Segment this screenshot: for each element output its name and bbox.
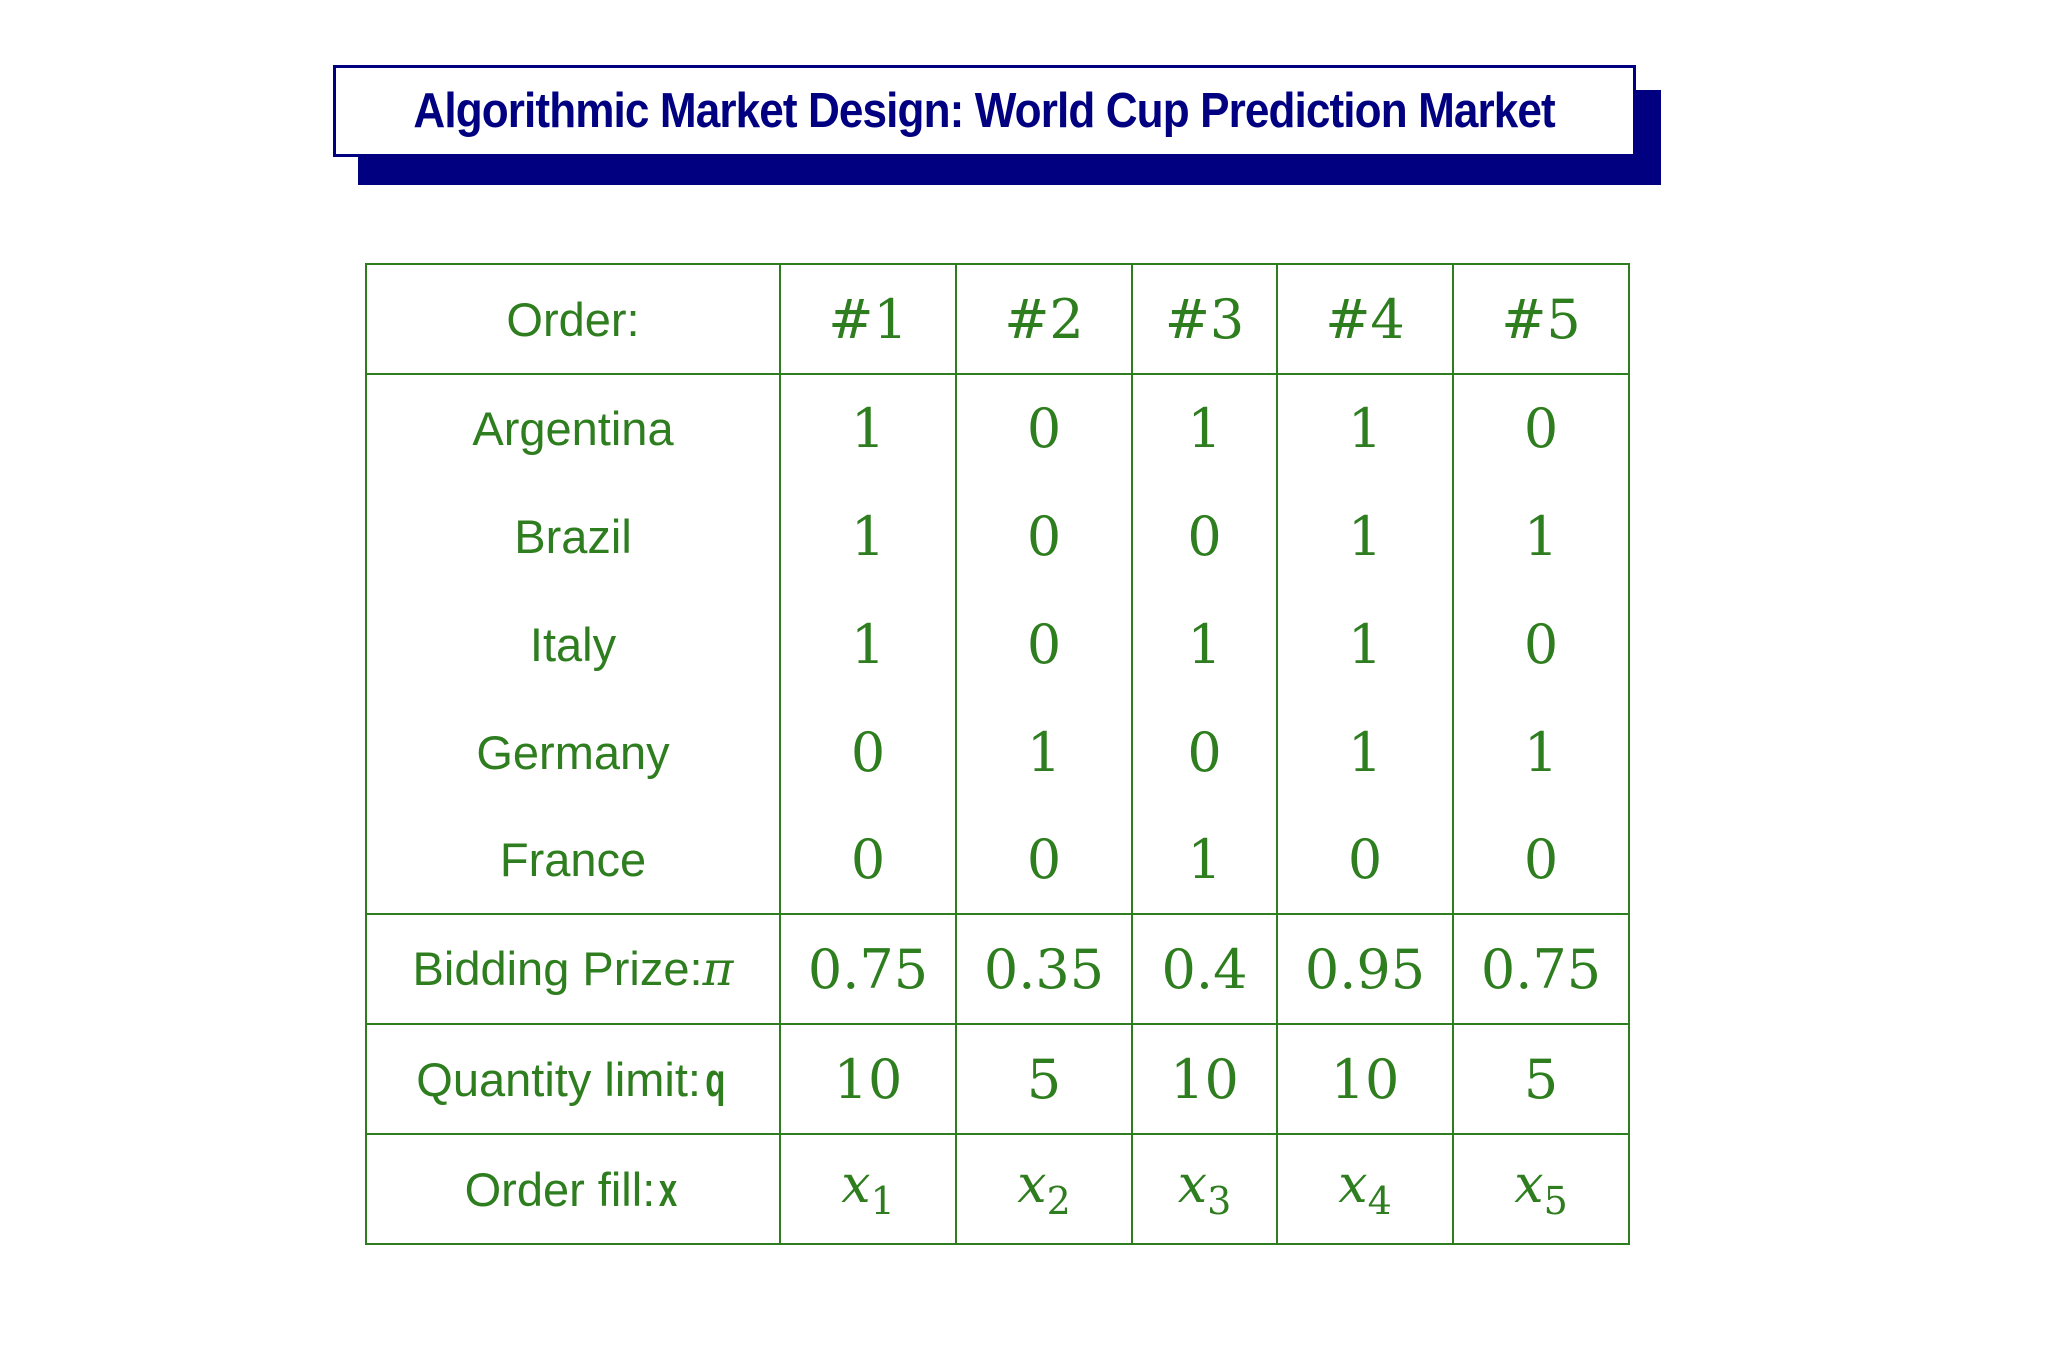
table-cell: 0 xyxy=(955,806,1133,915)
table-cell: 0.75 xyxy=(779,914,957,1025)
order-header-3: #3 xyxy=(1131,263,1278,375)
table-cell: 1 xyxy=(779,482,957,590)
order-header-5: #5 xyxy=(1452,263,1630,375)
table-row-bidding-prize: Bidding Prize:π 0.75 0.35 0.4 0.95 0.75 xyxy=(365,914,1630,1025)
table-cell: 0 xyxy=(955,374,1133,482)
order-fill-label: Order fill:x xyxy=(365,1134,781,1245)
table-cell: 1 xyxy=(1276,482,1454,590)
table-cell: 1 xyxy=(1131,374,1278,482)
table-row-argentina: Argentina 1 0 1 1 0 xyxy=(365,374,1630,482)
quantity-limit-text: Quantity limit: xyxy=(416,1052,701,1106)
table-cell: 1 xyxy=(1131,590,1278,698)
x-symbol: x xyxy=(659,1162,678,1216)
table-cell: 0 xyxy=(1452,374,1630,482)
page-title: Algorithmic Market Design: World Cup Pre… xyxy=(413,84,1556,138)
fill-var: x xyxy=(841,1155,871,1215)
table-cell: x2 xyxy=(955,1134,1133,1245)
table-row-brazil: Brazil 1 0 0 1 1 xyxy=(365,482,1630,590)
bidding-prize-label: Bidding Prize:π xyxy=(365,914,781,1025)
country-label: Germany xyxy=(365,698,781,806)
table-row-italy: Italy 1 0 1 1 0 xyxy=(365,590,1630,698)
bidding-prize-text: Bidding Prize: xyxy=(412,942,703,995)
quantity-limit-label: Quantity limit:q xyxy=(365,1024,781,1135)
country-label: France xyxy=(365,806,781,915)
table-cell: 1 xyxy=(1276,374,1454,482)
table-cell: 0 xyxy=(779,698,957,806)
fill-subscript: 2 xyxy=(1046,1179,1071,1223)
table-cell: 1 xyxy=(779,590,957,698)
table-cell: 0 xyxy=(955,482,1133,590)
table-row-order-fill: Order fill:x x1 x2 x3 x4 x5 xyxy=(365,1134,1630,1245)
table-cell: 10 xyxy=(1131,1024,1278,1135)
table-cell: 1 xyxy=(1131,806,1278,915)
fill-subscript: 5 xyxy=(1543,1179,1568,1223)
table-cell: 0 xyxy=(1452,806,1630,915)
table-cell: 10 xyxy=(1276,1024,1454,1135)
table-cell: 0 xyxy=(779,806,957,915)
prediction-market-table: Order: #1 #2 #3 #4 #5 Argentina 1 0 1 1 … xyxy=(365,263,1630,1245)
table-row-france: France 0 0 1 0 0 xyxy=(365,806,1630,915)
fill-var: x xyxy=(1177,1155,1208,1215)
country-label: Italy xyxy=(365,590,781,698)
table-cell: x3 xyxy=(1131,1134,1278,1245)
country-label: Brazil xyxy=(365,482,781,590)
pi-symbol: π xyxy=(702,942,734,997)
table-cell: 5 xyxy=(1452,1024,1630,1135)
table-cell: 0.95 xyxy=(1276,914,1454,1025)
order-fill-text: Order fill: xyxy=(464,1162,656,1216)
table-cell: 0 xyxy=(955,590,1133,698)
order-header-1: #1 xyxy=(779,263,957,375)
fill-subscript: 4 xyxy=(1367,1179,1392,1223)
table-row-quantity-limit: Quantity limit:q 10 5 10 10 5 xyxy=(365,1024,1630,1135)
table-cell: x1 xyxy=(779,1134,957,1245)
order-header-2: #2 xyxy=(955,263,1133,375)
table-cell: 1 xyxy=(1276,698,1454,806)
table-cell: 0 xyxy=(1131,482,1278,590)
fill-var: x xyxy=(1017,1155,1047,1215)
table-cell: 5 xyxy=(955,1024,1133,1135)
fill-subscript: 1 xyxy=(870,1179,895,1223)
table-cell: x5 xyxy=(1452,1134,1630,1245)
title-banner: Algorithmic Market Design: World Cup Pre… xyxy=(333,65,1636,157)
table-cell: 0 xyxy=(1276,806,1454,915)
fill-var: x xyxy=(1514,1155,1544,1215)
table-cell: 0.75 xyxy=(1452,914,1630,1025)
fill-subscript: 3 xyxy=(1207,1179,1232,1223)
table-row-germany: Germany 0 1 0 1 1 xyxy=(365,698,1630,806)
country-label: Argentina xyxy=(365,374,781,482)
q-symbol: q xyxy=(705,1052,726,1106)
table-cell: x4 xyxy=(1276,1134,1454,1245)
table-cell: 1 xyxy=(1276,590,1454,698)
order-header-4: #4 xyxy=(1276,263,1454,375)
table-cell: 0 xyxy=(1452,590,1630,698)
table-cell: 0.35 xyxy=(955,914,1133,1025)
table-cell: 1 xyxy=(1452,482,1630,590)
table-cell: 1 xyxy=(779,374,957,482)
fill-var: x xyxy=(1338,1155,1368,1215)
table-cell: 1 xyxy=(955,698,1133,806)
table-cell: 1 xyxy=(1452,698,1630,806)
table-cell: 10 xyxy=(779,1024,957,1135)
table-header-row: Order: #1 #2 #3 #4 #5 xyxy=(365,263,1630,375)
table-cell: 0 xyxy=(1131,698,1278,806)
header-label: Order: xyxy=(365,263,781,375)
table-cell: 0.4 xyxy=(1131,914,1278,1025)
